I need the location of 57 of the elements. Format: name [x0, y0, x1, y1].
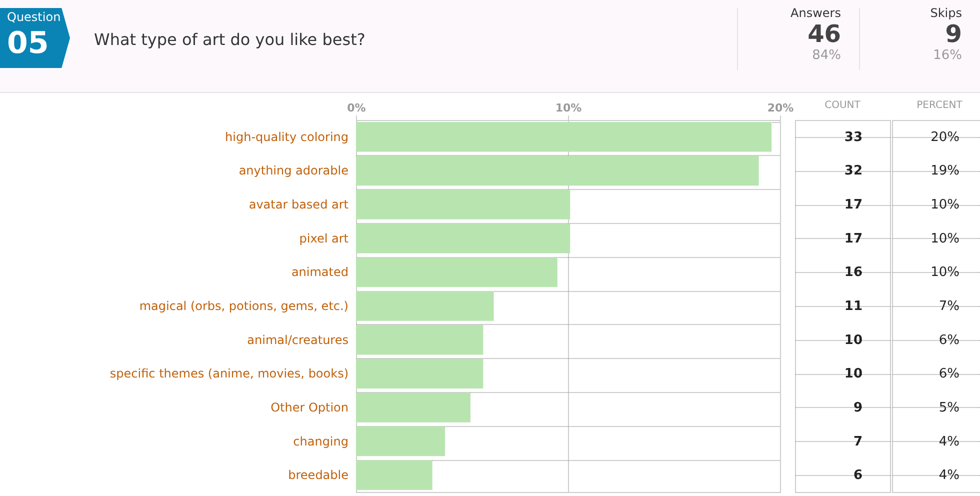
data-label: 6% [938, 366, 960, 382]
y-tick-label: anything adorable [238, 164, 348, 178]
data-label: 4% [938, 434, 960, 450]
text: 11 [844, 299, 862, 314]
bar [356, 223, 570, 254]
text: 9 [944, 20, 962, 48]
y-tick-label: animal/creatures [247, 332, 348, 347]
bar [356, 324, 484, 355]
text: 16% [932, 48, 962, 63]
bar [356, 392, 470, 422]
text: 7 [853, 434, 862, 450]
y-tick-label: specific themes (anime, movies, books) [110, 366, 348, 381]
question-badge: Question 05 [0, 8, 70, 68]
text: 33 [844, 130, 862, 145]
data-label: 6% [938, 332, 960, 348]
text: 10 [844, 366, 862, 382]
bar [356, 190, 570, 220]
text: Answers [790, 6, 841, 20]
data-label: 5% [938, 400, 960, 416]
text: 9 [853, 400, 862, 416]
text: Skips [929, 6, 962, 20]
bar [356, 358, 484, 389]
data-label: 20% [930, 130, 960, 145]
bar [356, 156, 759, 186]
text: 16 [844, 265, 862, 280]
bar [356, 426, 446, 456]
y-tick-label: breedable [288, 468, 348, 482]
data-label: 10% [930, 198, 960, 213]
text: PERCENT [916, 100, 964, 111]
chart-title: What type of art do you like best? [94, 30, 366, 49]
text: 10 [844, 332, 862, 348]
y-tick-label: animated [291, 265, 348, 280]
x-tick-label: 20% [767, 102, 794, 114]
data-label: 10% [930, 265, 960, 280]
y-tick-label: Other Option [270, 400, 348, 414]
y-tick-label: high-quality coloring [225, 130, 348, 144]
data-label: 10% [930, 231, 960, 246]
text: 84% [811, 48, 841, 63]
text: 46 [806, 20, 841, 48]
y-tick-label: magical (orbs, potions, gems, etc.) [139, 299, 348, 313]
bar [356, 460, 432, 490]
bar [356, 122, 772, 152]
y-tick-label: pixel art [299, 231, 349, 246]
x-tick-label: 10% [555, 102, 582, 114]
data-label: 4% [938, 468, 960, 484]
text: 17 [844, 231, 862, 246]
text: 6 [853, 468, 862, 484]
y-tick-label: changing [293, 434, 348, 448]
text: 17 [844, 198, 862, 213]
text: 32 [844, 164, 862, 179]
text: COUNT [824, 100, 862, 111]
data-label: 7% [938, 299, 960, 314]
bar [356, 257, 558, 288]
x-tick-label: 0% [347, 102, 366, 114]
data-label: 19% [930, 164, 960, 179]
bar [356, 291, 494, 321]
y-tick-label: avatar based art [248, 198, 349, 212]
